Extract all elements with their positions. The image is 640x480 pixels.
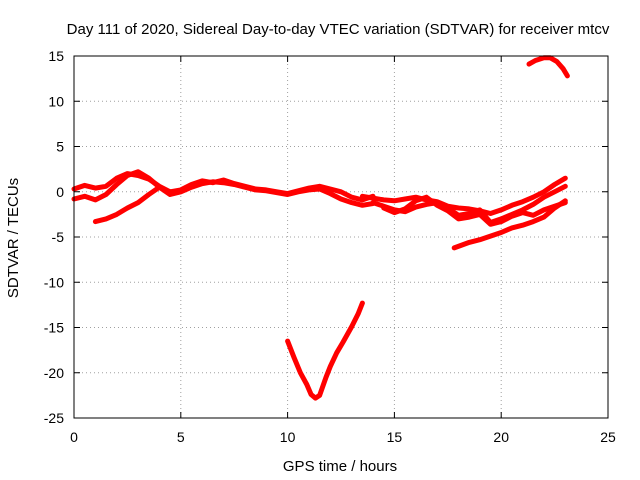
series-group (71, 55, 570, 401)
y-tick-label: 15 (48, 48, 64, 64)
series-line-trace-2 (71, 169, 376, 208)
y-tick-label: -10 (44, 274, 64, 290)
series-line-trace-4 (359, 175, 568, 216)
y-tick-label: 10 (48, 93, 64, 109)
chart-title: Day 111 of 2020, Sidereal Day-to-day VTE… (67, 21, 610, 38)
x-axis-label: GPS time / hours (283, 458, 397, 475)
axis-ticks: 0 5 10 15 20 25 -25 -20 -15 -10 -5 0 5 10 15 (44, 48, 616, 445)
x-tick-label: 25 (600, 429, 616, 445)
y-tick-label: 5 (56, 139, 64, 155)
series-line-trace-9 (285, 300, 365, 401)
series-line-trace-6 (381, 194, 568, 227)
x-tick-label: 10 (280, 429, 296, 445)
x-tick-label: 5 (177, 429, 185, 445)
y-tick-label: -15 (44, 320, 64, 336)
series-line-trace-5 (370, 183, 568, 225)
series-line-trace-8 (526, 55, 570, 79)
y-tick-label: -5 (52, 229, 65, 245)
series-line-trace-7 (451, 198, 568, 251)
series-line-trace-1 (71, 171, 376, 203)
y-tick-label: -25 (44, 410, 64, 426)
x-tick-label: 20 (493, 429, 509, 445)
y-tick-label: -20 (44, 365, 64, 381)
x-tick-label: 15 (387, 429, 403, 445)
y-tick-label: 0 (56, 184, 64, 200)
series-line-trace-3 (92, 184, 162, 225)
y-axis-label: SDTVAR / TECUs (5, 178, 22, 298)
grid (74, 56, 608, 418)
x-tick-label: 0 (70, 429, 78, 445)
